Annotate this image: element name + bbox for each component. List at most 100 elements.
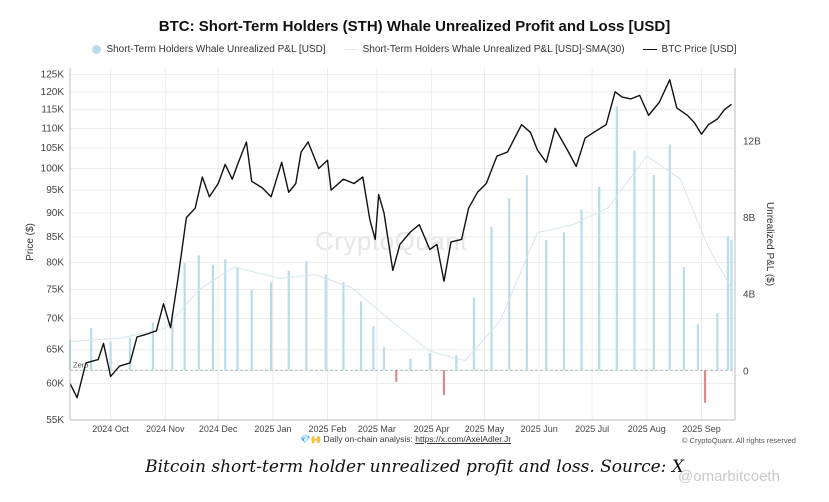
copyright-text: © CryptoQuant. All rights reserved	[682, 436, 796, 445]
legend-label-pnl: Short-Term Holders Whale Unrealized P&L …	[106, 44, 326, 55]
y-left-tick-label: 55K	[46, 415, 64, 426]
y-left-tick-label: 65K	[46, 345, 64, 356]
pnl-bar	[428, 353, 431, 371]
price-series-line	[69, 79, 732, 399]
pnl-bar	[197, 255, 200, 371]
y-right-tick-label: 0	[743, 366, 749, 377]
pnl-bar	[668, 144, 671, 371]
diamond-hands-icon: 💎🙌	[300, 434, 322, 444]
x-tick-label: 2025 Mar	[358, 424, 396, 434]
y-left-tick-label: 115K	[41, 105, 64, 116]
y-left-axis-title: Price ($)	[25, 223, 36, 261]
pnl-bar	[109, 341, 112, 371]
y-right-tick-label: 12B	[743, 137, 761, 148]
x-tick-label: 2024 Dec	[199, 424, 238, 434]
y-left-tick-label: 105K	[41, 143, 65, 154]
legend-line-icon	[642, 49, 657, 50]
pnl-bar	[342, 282, 345, 371]
y-left-tick-label: 60K	[46, 378, 64, 389]
legend-label-sma: Short-Term Holders Whale Unrealized P&L …	[362, 44, 625, 55]
pnl-bar	[682, 266, 685, 371]
x-tick-label: 2024 Nov	[146, 424, 185, 434]
x-tick-label: 2025 Sep	[682, 424, 721, 434]
legend-item-pnl[interactable]: Short-Term Holders Whale Unrealized P&L …	[92, 44, 326, 55]
pnl-bar	[372, 326, 375, 371]
x-tick-label: 2025 Aug	[628, 424, 666, 434]
chart-title: BTC: Short-Term Holders (STH) Whale Unre…	[158, 18, 671, 35]
y-left-tick-label: 80K	[46, 257, 64, 268]
sma-series-line	[69, 155, 732, 362]
pnl-bar	[409, 358, 412, 371]
pnl-bar	[525, 175, 528, 371]
y-left-tick-label: 125K	[41, 70, 65, 81]
cryptoquant-watermark: CryptoQuant	[315, 226, 468, 256]
y-left-tick-label: 90K	[46, 208, 64, 219]
x-tick-label: 2025 Jul	[575, 424, 609, 434]
y-left-tick-label: 100K	[41, 164, 65, 175]
pnl-bar	[382, 347, 386, 371]
pnl-bar	[615, 106, 618, 371]
x-tick-label: 2025 May	[465, 424, 505, 434]
pnl-bar	[508, 198, 511, 371]
y-left-tick-label: 120K	[41, 87, 65, 98]
y-left-tick-label: 75K	[46, 285, 64, 296]
footer-credit: 💎🙌 Daily on-chain analysis: https://x.co…	[300, 434, 511, 445]
legend-circle-icon	[92, 45, 102, 54]
pnl-bar	[183, 263, 186, 371]
legend-label-price: BTC Price [USD]	[661, 44, 737, 55]
pnl-bar	[562, 232, 565, 371]
zero-label: Zero	[73, 360, 88, 369]
pnl-bar	[730, 240, 733, 371]
pnl-bar	[442, 370, 446, 396]
pnl-bar	[305, 261, 308, 371]
image-caption: Bitcoin short-term holder unrealized pro…	[145, 457, 684, 477]
pnl-bar	[598, 186, 601, 371]
pnl-bar	[490, 226, 493, 371]
axes: 2024 Oct 2024 Nov 2024 Dec 2025 Jan 2025 Feb…	[25, 68, 775, 434]
y-right-tick-label: 8B	[743, 213, 756, 224]
y-left-tick-label: 110K	[41, 123, 64, 134]
legend: Short-Term Holders Whale Unrealized P&L …	[0, 44, 829, 55]
y-left-tick-label: 70K	[46, 314, 64, 325]
pnl-bar	[703, 370, 707, 403]
pnl-bar	[324, 274, 327, 371]
x-tick-label: 2025 Jun	[521, 424, 558, 434]
x-tick-label: 2024 Oct	[92, 424, 129, 434]
pnl-bar	[455, 354, 458, 371]
pnl-bar	[726, 236, 730, 371]
x-tick-label: 2025 Jan	[254, 424, 291, 434]
pnl-bar	[269, 282, 273, 371]
pnl-bar	[90, 328, 93, 371]
pnl-bar	[580, 209, 583, 371]
y-right-axis-title: Unrealized P&L ($)	[764, 202, 775, 286]
pnl-bar	[633, 150, 636, 371]
x-tick-label: 2025 Feb	[309, 424, 347, 434]
pnl-bar	[395, 370, 398, 382]
footer-link[interactable]: https://x.com/AxelAdler.Jr	[415, 434, 512, 444]
legend-item-price[interactable]: BTC Price [USD]	[642, 44, 737, 55]
legend-line-icon	[343, 49, 358, 50]
pnl-bar	[545, 240, 548, 371]
pnl-bar	[224, 259, 227, 371]
pnl-bars	[68, 106, 733, 403]
x-tick-label: 2025 Apr	[414, 424, 450, 434]
y-left-tick-label: 85K	[46, 232, 64, 243]
legend-item-sma[interactable]: Short-Term Holders Whale Unrealized P&L …	[343, 44, 625, 55]
pnl-bar	[171, 312, 174, 371]
pnl-bar	[696, 324, 700, 371]
pnl-bar	[128, 337, 132, 371]
price-line	[69, 79, 732, 399]
y-right-tick-label: 4B	[743, 290, 756, 301]
pnl-bar	[716, 312, 719, 371]
corner-watermark: @omarbitcoeth	[678, 468, 780, 485]
sma-line	[69, 155, 732, 362]
pnl-bar	[472, 297, 476, 371]
y-left-tick-label: 95K	[46, 185, 64, 196]
pnl-bar	[236, 266, 239, 371]
grid-lines	[70, 68, 735, 421]
pnl-bar	[151, 322, 155, 371]
pnl-bar	[250, 289, 253, 371]
pnl-bar	[652, 175, 655, 371]
footer-text: Daily on-chain analysis:	[323, 434, 413, 444]
